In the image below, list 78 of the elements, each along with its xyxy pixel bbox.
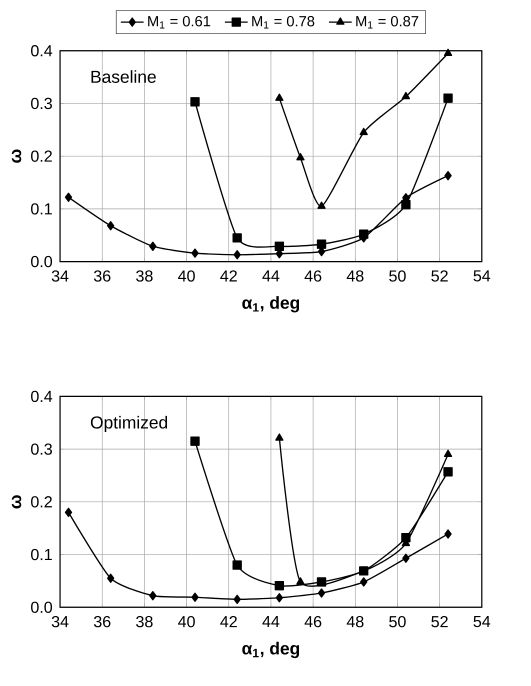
annotation: Baseline [91,70,156,83]
point [149,590,156,600]
point [443,467,453,476]
point [191,248,199,258]
point [360,577,368,587]
point [296,577,305,585]
x-tick-label: 44 [262,616,280,627]
x-tick-label: 52 [431,616,448,628]
x-tick-label: 54 [473,270,490,282]
text: α$_{1}$, deg [242,296,299,312]
point [318,588,326,598]
annotation: Optimized [90,416,167,432]
point [401,200,410,210]
y-axis-title: ω [12,495,22,508]
x-tick-label: 50 [389,616,406,628]
y-tick-label: 0.4 [30,390,52,402]
x-tick-label: 36 [94,616,110,628]
x-tick-label: 36 [94,270,110,282]
y-tick-label: 0.2 [30,496,52,508]
point [274,242,284,251]
x-tick-label: 40 [178,616,195,628]
point [317,202,326,209]
x-tick-label: 46 [304,270,322,282]
x-tick-label: 40 [178,270,195,282]
text: α$_{1}$, deg [242,642,299,658]
x-tick-label: 54 [473,616,490,628]
x-tick-label: 46 [304,616,322,628]
x-tick-label: 48 [346,270,364,282]
x-tick-label: 52 [431,270,448,282]
point [359,128,368,136]
point [444,170,452,180]
y-tick-label: 0.0 [30,602,52,613]
x-tick-label: 34 [52,616,68,628]
y-tick-label: 0.3 [30,98,52,110]
y-tick-label: 0.1 [30,203,52,215]
y-tick-label: 0.1 [30,548,52,560]
x-tick-label: 38 [136,616,153,628]
point [402,554,410,563]
point [232,233,242,243]
y-tick-label: 0.4 [30,45,52,56]
point [296,153,305,160]
point [191,592,199,602]
y-axis-title: ω [12,150,22,163]
y-tick-label: 0.3 [30,443,52,455]
x-tick-label: 48 [346,616,364,628]
point [276,593,283,602]
point [64,192,72,202]
point [275,93,284,101]
point [444,529,452,539]
x-tick-label: 44 [262,270,280,282]
point [444,450,452,458]
point [443,93,453,103]
point [316,577,326,587]
point [274,580,284,590]
legend-label: M$_{1}$ = 0.61 [148,16,210,28]
point [190,97,200,107]
x-tick-label: 42 [220,616,237,628]
point [106,221,114,230]
point [232,560,242,570]
point [106,574,114,583]
x-tick-label: 38 [136,270,153,282]
point [402,92,410,100]
point [444,48,452,56]
point [190,436,200,446]
point [275,433,284,441]
point [316,240,326,249]
legend-label: M$_{1}$ = 0.87 [356,16,418,28]
point [233,594,241,604]
x-tick-label: 50 [389,270,406,282]
point [149,242,156,251]
legend-label: M$_{1}$ = 0.78 [252,16,314,28]
y-tick-label: 0.0 [30,256,52,268]
point [233,250,241,260]
x-tick-label: 42 [220,270,237,282]
y-tick-label: 0.2 [30,150,52,162]
x-tick-label: 34 [52,270,68,282]
point [64,508,72,518]
point [358,230,368,239]
